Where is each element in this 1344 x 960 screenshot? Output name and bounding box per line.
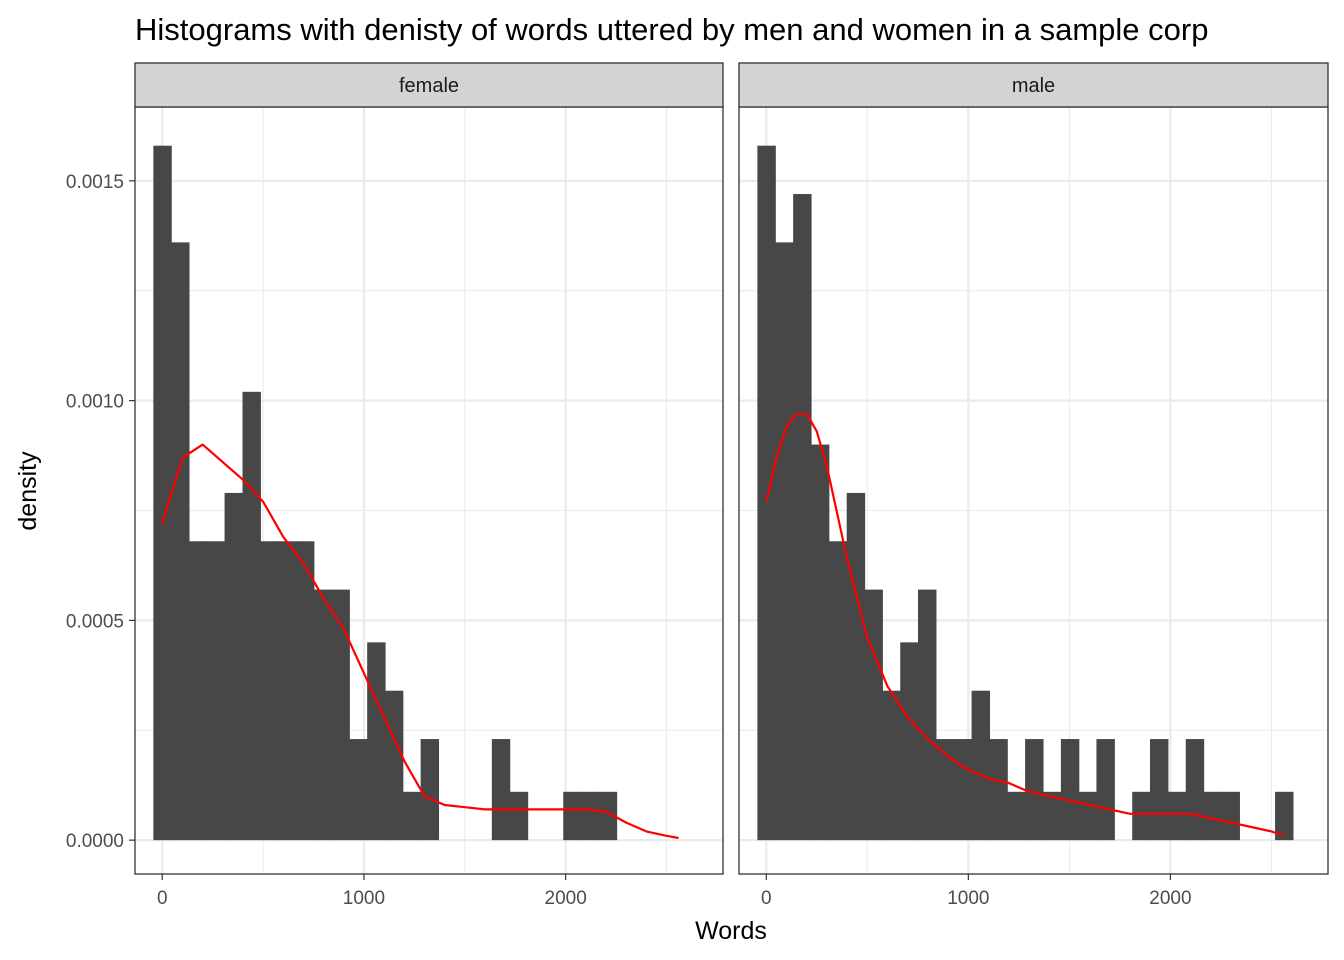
- histogram-bar: [491, 739, 511, 841]
- histogram-bar: [260, 541, 279, 841]
- histogram-bar: [278, 541, 297, 841]
- x-axis-title: Words: [695, 917, 767, 945]
- density-curve: [765, 412, 1284, 837]
- y-axis-title: density: [14, 451, 42, 531]
- histogram-bar: [206, 541, 226, 841]
- histogram-bar: [953, 739, 973, 841]
- histogram-bar: [935, 739, 955, 841]
- histogram-bar: [1275, 791, 1294, 841]
- histogram-bar: [828, 541, 848, 841]
- facet-strip: [738, 62, 1329, 108]
- x-tick-label: 2000: [545, 888, 587, 909]
- histogram-bar: [1042, 791, 1062, 841]
- histogram-bar: [349, 739, 368, 841]
- histogram-bar: [509, 791, 529, 841]
- histogram-bar: [242, 391, 261, 841]
- histogram-bar: [971, 690, 991, 841]
- facet-panel-female: female 0 1000 2000: [134, 62, 724, 909]
- histogram-bar: [1132, 791, 1151, 841]
- y-tick-label: 0.0005: [66, 611, 124, 632]
- facet-strip-label: female: [399, 75, 459, 97]
- histogram-bar: [918, 589, 937, 841]
- histogram-bar: [1203, 791, 1222, 841]
- histogram-bar: [989, 739, 1008, 841]
- histogram-bar: [563, 791, 582, 841]
- histogram-bar: [580, 791, 600, 841]
- histogram-bar: [1096, 739, 1115, 841]
- facet-panel-male: male 0 1000 2000: [738, 62, 1329, 909]
- histogram-bar: [367, 642, 386, 841]
- histogram-bar: [757, 145, 776, 841]
- chart-title: Histograms with denisty of words uttered…: [135, 12, 1208, 47]
- histogram-bar: [153, 145, 172, 841]
- histogram-bar: [882, 690, 901, 841]
- histogram-bar: [1185, 739, 1205, 841]
- histogram-bar: [331, 589, 350, 841]
- histogram-bar: [1007, 791, 1026, 841]
- histogram-bar: [313, 589, 333, 841]
- histogram-bar: [1149, 739, 1169, 841]
- histogram-bar: [1078, 791, 1098, 841]
- histogram-bar: [420, 739, 440, 841]
- histogram-bar: [295, 541, 315, 841]
- histogram-bar: [384, 690, 404, 841]
- y-tick-label: 0.0015: [66, 172, 124, 193]
- histogram-bar: [900, 642, 919, 841]
- histogram-bar: [189, 541, 208, 841]
- density-curve: [161, 443, 679, 840]
- histogram-bar: [598, 791, 618, 841]
- y-tick-label: 0.0000: [66, 831, 124, 852]
- histogram-bar: [1025, 739, 1044, 841]
- facet-strip: [134, 62, 724, 108]
- x-tick-label: 1000: [947, 888, 989, 909]
- x-tick-label: 0: [761, 888, 772, 909]
- histogram-bar: [402, 791, 422, 841]
- histogram-bar: [864, 589, 883, 841]
- histogram-bar: [224, 492, 243, 841]
- histogram-bar: [171, 242, 190, 841]
- x-tick-label: 1000: [343, 888, 385, 909]
- histogram-bar: [1167, 791, 1187, 841]
- x-tick-label: 0: [157, 888, 168, 909]
- histogram-bar: [775, 242, 794, 841]
- histogram-bar: [810, 444, 830, 841]
- histogram-bar: [1221, 791, 1240, 841]
- facet-strip-label: male: [1012, 75, 1055, 97]
- histogram-bar: [1060, 739, 1080, 841]
- histogram-bar: [846, 492, 866, 841]
- y-tick-label: 0.0010: [66, 392, 124, 413]
- x-tick-label: 2000: [1149, 888, 1191, 909]
- histogram-bar: [793, 194, 812, 841]
